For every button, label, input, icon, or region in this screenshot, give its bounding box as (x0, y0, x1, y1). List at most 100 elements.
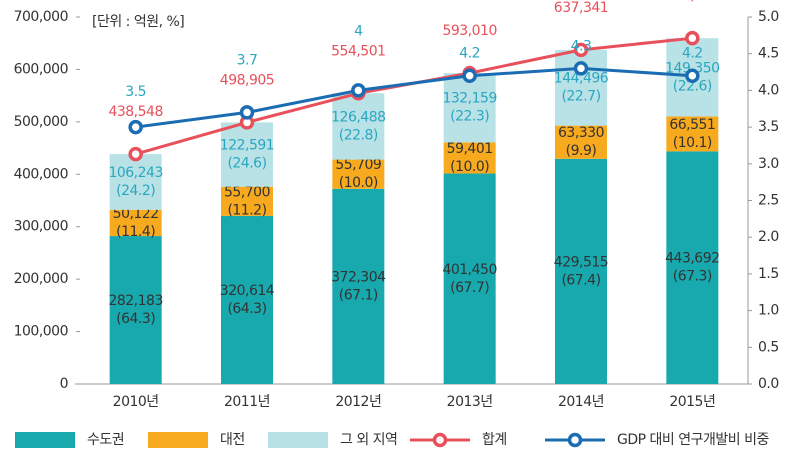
bar-segment (332, 93, 385, 160)
legend-label: 합계 (482, 432, 507, 448)
total-label: 659,593 (665, 0, 719, 4)
y2-tick-label: 5.0 (758, 9, 779, 25)
bar-share-label: (64.3) (116, 311, 155, 327)
bar-segment (443, 173, 496, 384)
total-label: 554,501 (331, 43, 385, 59)
bar-share-label: (10.0) (339, 175, 378, 191)
bar-value-label: 282,183 (108, 293, 162, 309)
line (135, 66, 693, 129)
bar-value-label: 320,614 (220, 283, 275, 299)
legend-marker (432, 432, 448, 448)
bar-value-label: 55,700 (224, 184, 270, 200)
y2-tick-label: 4.0 (758, 82, 779, 98)
bar-share-label: (10.1) (673, 135, 712, 151)
bar-segment (555, 125, 607, 159)
bar-value-label: 63,330 (558, 125, 604, 141)
legend-label: GDP 대비 연구개발비 비중 (617, 432, 769, 448)
y2-tick-label: 0.0 (758, 376, 779, 392)
bar-value-label: 372,304 (331, 269, 386, 285)
y-tick-label: 0 (60, 376, 68, 392)
line-point (351, 83, 366, 98)
bar-share-label: (11.2) (227, 202, 266, 218)
bar-segment (332, 159, 385, 189)
bar-share-label: (67.4) (561, 272, 600, 288)
bar-share-label: (22.3) (450, 109, 489, 125)
bar-value-label: 55,709 (335, 157, 381, 173)
legend-label: 대전 (220, 432, 245, 448)
bar-share-label: (11.4) (116, 224, 155, 240)
y2-tick-label: 1.0 (758, 303, 779, 319)
gdp-label: 3.5 (125, 84, 146, 100)
bar-value-label: 144,496 (554, 71, 609, 87)
legend-label: 수도권 (87, 432, 124, 448)
bar-segment (443, 142, 496, 174)
gdp-label: 4.2 (682, 46, 703, 62)
y-tick-label: 100,000 (14, 324, 68, 340)
bar-value-label: 401,450 (442, 262, 496, 278)
x-tick-label: 2015년 (669, 394, 715, 410)
line-point (685, 68, 700, 83)
y2-tick-label: 1.5 (758, 266, 779, 282)
y-tick-label: 600,000 (14, 61, 68, 77)
y-tick-label: 400,000 (14, 166, 68, 182)
bar-share-label: (22.8) (339, 127, 378, 143)
bar-segment (666, 116, 719, 152)
gdp-label: 4.2 (459, 46, 480, 62)
bar-value-label: 122,591 (220, 138, 274, 154)
y2-tick-label: 3.0 (758, 156, 779, 172)
bar-segment (555, 158, 607, 384)
x-tick-label: 2013년 (447, 394, 493, 410)
bar-segment (109, 236, 162, 384)
y-tick-label: 200,000 (14, 271, 68, 287)
y2-tick-label: 2.5 (758, 193, 779, 209)
bar-share-label: (22.7) (561, 89, 600, 105)
x-tick-label: 2011년 (224, 394, 270, 410)
bar-value-label: 443,692 (665, 251, 719, 267)
legend-label: 그 외 지역 (340, 432, 397, 448)
bar-value-label: 106,243 (108, 165, 162, 181)
bar-segment (666, 151, 719, 384)
bar-share-label: (24.2) (116, 183, 155, 199)
line-point (462, 68, 477, 83)
total-label: 438,548 (108, 104, 162, 120)
gdp-label: 3.7 (237, 52, 258, 68)
bar-share-label: (10.0) (450, 159, 489, 175)
x-tick-label: 2010년 (113, 394, 159, 410)
bar-value-label: 50,122 (113, 206, 159, 222)
legend-marker (567, 432, 583, 448)
bar-value-label: 132,159 (442, 91, 496, 107)
line-point (573, 42, 589, 58)
y2-tick-label: 2.0 (758, 229, 779, 245)
unit-annotation: [단위 : 억원, %] (92, 14, 184, 30)
total-label: 593,010 (442, 23, 496, 39)
y2-tick-label: 3.5 (758, 119, 779, 135)
bar-share-label: (67.3) (673, 269, 712, 285)
bar-share-label: (67.7) (450, 280, 489, 296)
y-tick-label: 300,000 (14, 219, 68, 235)
bar-segment (443, 73, 496, 143)
bar-segment (221, 122, 273, 187)
x-tick-label: 2012년 (335, 394, 381, 410)
total-label: 637,341 (554, 0, 608, 16)
line-point (685, 30, 700, 46)
gdp-label: 4 (354, 23, 363, 39)
y-tick-label: 700,000 (14, 9, 68, 25)
line-point (128, 119, 143, 135)
bar-share-label: (24.6) (227, 156, 266, 172)
bar-segment (332, 188, 385, 384)
y-tick-label: 500,000 (14, 114, 68, 130)
bar-share-label: (67.1) (339, 287, 378, 303)
y2-tick-label: 4.5 (758, 46, 779, 62)
bar-share-label: (64.3) (227, 301, 266, 317)
gdp-label: 4.3 (571, 38, 592, 54)
bar-value-label: 66,551 (669, 117, 715, 133)
bar-segment (221, 186, 273, 216)
bar-segment (109, 209, 162, 237)
bar-share-label: (22.6) (673, 78, 712, 94)
x-tick-label: 2014년 (558, 394, 604, 410)
bar-value-label: 126,488 (331, 109, 385, 125)
legend-swatch (148, 432, 208, 448)
bar-share-label: (9.9) (566, 143, 597, 159)
line-point (573, 61, 589, 76)
